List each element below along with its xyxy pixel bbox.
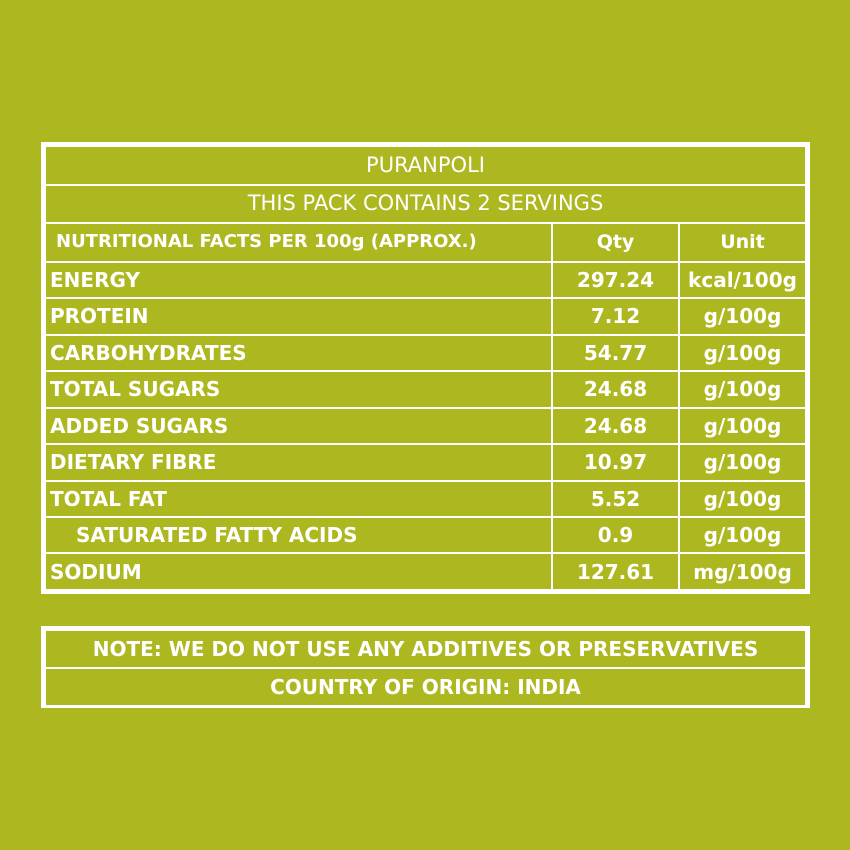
nutrient-name: SATURATED FATTY ACIDS	[44, 515, 553, 555]
table-row: DIETARY FIBRE 10.97 g/100g	[44, 443, 807, 482]
note-panel: NOTE: WE DO NOT USE ANY ADDITIVES OR PRE…	[41, 626, 810, 708]
nutrient-qty: 5.52	[551, 479, 680, 518]
table-row: TOTAL SUGARS 24.68 g/100g	[44, 370, 807, 409]
nutrient-name: SODIUM	[44, 552, 553, 591]
note-row: NOTE: WE DO NOT USE ANY ADDITIVES OR PRE…	[44, 629, 807, 669]
nutrient-qty: 24.68	[551, 370, 680, 409]
nutrient-qty: 127.61	[551, 552, 680, 591]
nutrient-name: PROTEIN	[44, 297, 553, 336]
qty-column-header: Qty	[551, 222, 680, 263]
nutrient-unit: g/100g	[678, 515, 807, 555]
nutrient-unit: g/100g	[678, 479, 807, 518]
nutrient-unit: g/100g	[678, 297, 807, 336]
origin-text: COUNTRY OF ORIGIN: INDIA	[44, 667, 807, 707]
nutrition-table: PURANPOLI THIS PACK CONTAINS 2 SERVINGS …	[44, 145, 807, 591]
nutrient-qty: 0.9	[551, 515, 680, 555]
table-row: CARBOHYDRATES 54.77 g/100g	[44, 333, 807, 373]
nutrient-qty: 54.77	[551, 333, 680, 373]
nutrient-name: DIETARY FIBRE	[44, 443, 553, 482]
table-row: PROTEIN 7.12 g/100g	[44, 297, 807, 336]
nutrient-unit: g/100g	[678, 443, 807, 482]
table-row: SODIUM 127.61 mg/100g	[44, 552, 807, 591]
table-row: TOTAL FAT 5.52 g/100g	[44, 479, 807, 518]
nutrition-facts-panel: PURANPOLI THIS PACK CONTAINS 2 SERVINGS …	[41, 142, 810, 594]
unit-column-header: Unit	[678, 222, 807, 263]
product-name-row: PURANPOLI	[44, 145, 807, 186]
nutrient-qty: 297.24	[551, 260, 680, 300]
nutrient-name: TOTAL SUGARS	[44, 370, 553, 409]
nutrient-column-header: NUTRITIONAL FACTS PER 100g (APPROX.)	[44, 222, 553, 263]
nutrient-unit: kcal/100g	[678, 260, 807, 300]
nutrient-unit: g/100g	[678, 406, 807, 446]
nutrient-name: ENERGY	[44, 260, 553, 300]
table-row: SATURATED FATTY ACIDS 0.9 g/100g	[44, 515, 807, 555]
servings-row: THIS PACK CONTAINS 2 SERVINGS	[44, 183, 807, 225]
product-name: PURANPOLI	[44, 145, 807, 186]
nutrient-qty: 10.97	[551, 443, 680, 482]
table-header-row: NUTRITIONAL FACTS PER 100g (APPROX.) Qty…	[44, 222, 807, 263]
table-row: ENERGY 297.24 kcal/100g	[44, 260, 807, 300]
table-row: ADDED SUGARS 24.68 g/100g	[44, 406, 807, 446]
nutrient-name: ADDED SUGARS	[44, 406, 553, 446]
nutrient-unit: g/100g	[678, 370, 807, 409]
nutrient-qty: 24.68	[551, 406, 680, 446]
note-table: NOTE: WE DO NOT USE ANY ADDITIVES OR PRE…	[44, 629, 807, 707]
origin-row: COUNTRY OF ORIGIN: INDIA	[44, 667, 807, 707]
note-text: NOTE: WE DO NOT USE ANY ADDITIVES OR PRE…	[44, 629, 807, 669]
nutrient-name: CARBOHYDRATES	[44, 333, 553, 373]
servings-text: THIS PACK CONTAINS 2 SERVINGS	[44, 183, 807, 225]
nutrient-qty: 7.12	[551, 297, 680, 336]
nutrient-unit: g/100g	[678, 333, 807, 373]
nutrient-unit: mg/100g	[678, 552, 807, 591]
nutrient-name: TOTAL FAT	[44, 479, 553, 518]
